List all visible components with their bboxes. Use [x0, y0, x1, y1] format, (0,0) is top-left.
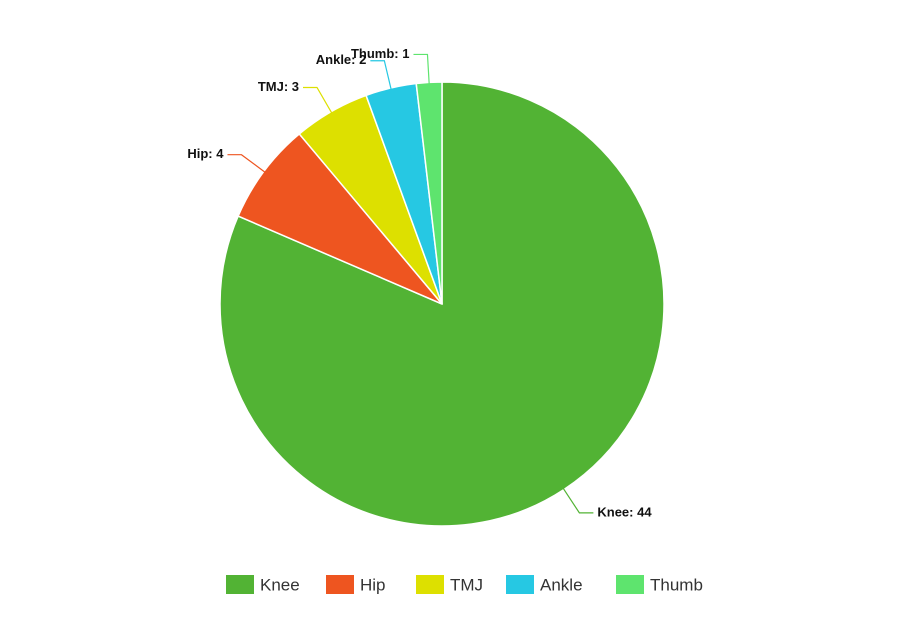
legend-swatch	[506, 575, 534, 594]
leader-line	[227, 154, 266, 174]
leader-line	[370, 60, 392, 91]
legend-swatch	[616, 575, 644, 594]
legend-label: TMJ	[450, 575, 483, 594]
data-label: Knee: 44	[597, 504, 652, 519]
legend-label: Hip	[360, 575, 386, 594]
data-label: Thumb: 1	[351, 46, 410, 61]
legend-label: Ankle	[540, 575, 583, 594]
leader-line	[303, 86, 333, 114]
legend-swatch	[416, 575, 444, 594]
legend-label: Knee	[260, 575, 300, 594]
legend-label: Thumb	[650, 575, 703, 594]
data-label: Hip: 4	[187, 146, 224, 161]
legend-swatch	[226, 575, 254, 594]
data-label: TMJ: 3	[258, 79, 299, 94]
legend-swatch	[326, 575, 354, 594]
leader-line	[562, 487, 594, 514]
data-label: Ankle: 2	[316, 52, 367, 67]
leader-line	[413, 53, 430, 85]
